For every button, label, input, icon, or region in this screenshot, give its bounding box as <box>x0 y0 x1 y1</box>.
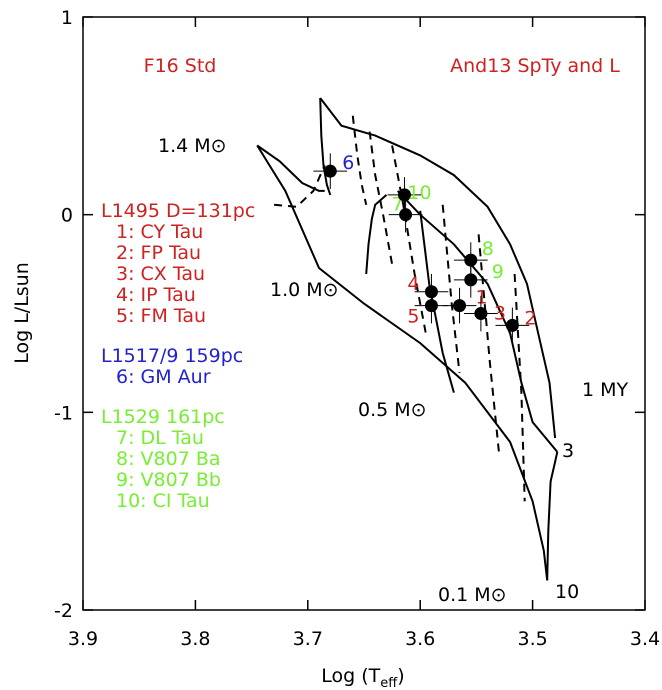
isochrone-dashed <box>513 273 526 502</box>
x-label-end: ) <box>397 665 404 687</box>
legend-item: 2: FP Tau <box>116 242 201 264</box>
star-point <box>464 273 478 287</box>
star-point <box>474 307 488 320</box>
isochrone-dashed <box>368 131 394 265</box>
annotation: 0.1 M⊙ <box>438 584 507 606</box>
track <box>256 144 325 192</box>
annotation: 1.0 M⊙ <box>270 279 339 301</box>
legend-group-title: L1495 D=131pc <box>101 200 255 222</box>
point-label: 3 <box>494 303 506 325</box>
x-tick-label: 3.9 <box>68 628 98 650</box>
legend-item: 4: IP Tau <box>116 284 196 306</box>
isochrone-dashed <box>441 204 461 373</box>
point-label: 8 <box>482 238 494 260</box>
star-point <box>399 208 413 222</box>
star-point <box>323 164 337 178</box>
y-axis-label: Log L/Lsun <box>11 262 33 364</box>
panel-title: F16 Std <box>144 55 217 77</box>
track <box>396 190 559 453</box>
star-point <box>453 299 467 313</box>
x-tick-label: 3.6 <box>405 628 435 650</box>
x-tick-label: 3.7 <box>293 628 323 650</box>
star-point <box>424 299 438 313</box>
point-label: 10 <box>407 182 431 204</box>
legend-item: 8: V807 Ba <box>116 448 221 470</box>
isochrone-dashed <box>351 115 368 206</box>
annotation: 3 <box>562 440 574 462</box>
track <box>419 210 455 393</box>
point-label: 6 <box>342 152 354 174</box>
annotation: 10 <box>555 581 579 603</box>
point-label: 1 <box>475 287 487 309</box>
legend-group-title: L1529 161pc <box>101 406 225 428</box>
point-label: 4 <box>407 273 419 295</box>
track <box>365 194 388 275</box>
x-axis-label: Log (Teff) <box>321 665 404 690</box>
annotation: 1 MY <box>582 379 629 401</box>
track <box>546 451 559 581</box>
panel-title: And13 SpTy and L <box>450 55 620 77</box>
legend-item: 5: FM Tau <box>116 305 206 327</box>
legend-group-title: L1517/9 159pc <box>101 345 243 367</box>
isochrone-dashed <box>477 234 500 453</box>
star-point <box>464 253 478 267</box>
x-label-sub: eff <box>380 676 398 690</box>
legend-item: 3: CX Tau <box>116 263 205 285</box>
x-tick-label: 3.4 <box>630 628 660 650</box>
y-tick-label: 0 <box>61 205 73 227</box>
x-tick-label: 3.8 <box>180 628 210 650</box>
star-point <box>397 188 411 202</box>
isochrone-dashed <box>274 164 326 208</box>
isochrone-dashed <box>391 145 427 334</box>
y-tick-label: 1 <box>61 7 73 29</box>
star-point <box>505 318 519 332</box>
x-label-main: Log (T <box>321 665 380 687</box>
point-label: 5 <box>407 306 419 328</box>
legend-item: 10: CI Tau <box>116 490 210 512</box>
track <box>256 144 549 581</box>
legend-item: 7: DL Tau <box>116 427 204 449</box>
track <box>319 97 332 196</box>
annotation: 0.5 M⊙ <box>358 399 427 421</box>
x-tick-label: 3.5 <box>517 628 547 650</box>
y-tick-label: -1 <box>54 402 73 424</box>
legend-item: 1: CY Tau <box>116 221 203 243</box>
track <box>319 97 557 439</box>
plot-frame <box>82 16 646 611</box>
legend-item: 6: GM Aur <box>116 366 211 388</box>
annotation: 1.4 M⊙ <box>158 135 227 157</box>
point-label: 2 <box>524 307 536 329</box>
legend-item: 9: V807 Bb <box>116 469 221 491</box>
y-tick-label: -2 <box>54 600 73 622</box>
point-label: 9 <box>492 261 504 283</box>
